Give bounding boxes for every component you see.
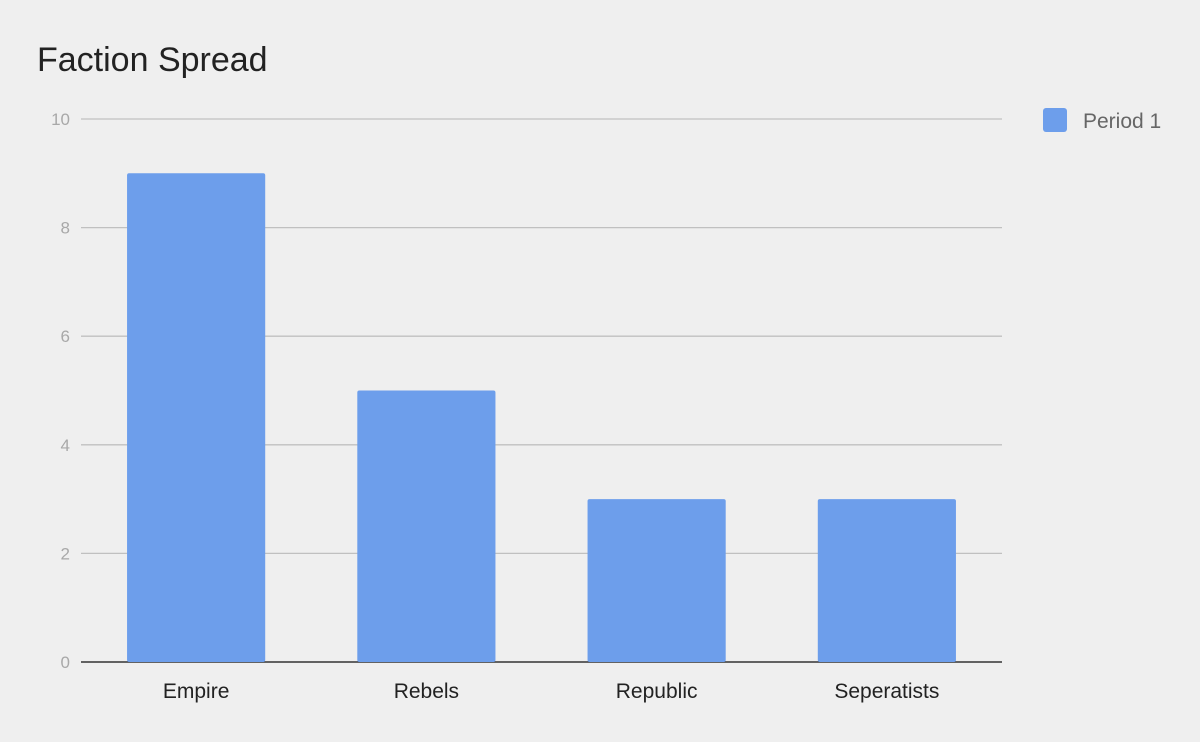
- x-tick-label: Rebels: [394, 680, 459, 703]
- y-tick-label: 10: [51, 110, 70, 129]
- legend-swatch: [1043, 108, 1067, 132]
- y-tick-label: 2: [61, 544, 70, 563]
- x-tick-label: Seperatists: [834, 680, 939, 703]
- bar: [817, 499, 956, 662]
- y-tick-label: 4: [61, 436, 70, 455]
- bar: [357, 390, 496, 662]
- y-tick-label: 6: [61, 327, 70, 346]
- x-tick-label: Republic: [616, 680, 698, 703]
- bar: [587, 499, 726, 662]
- bar: [127, 173, 266, 663]
- legend-label: Period 1: [1083, 110, 1161, 133]
- y-tick-label: 0: [61, 653, 70, 672]
- y-tick-label: 8: [61, 219, 70, 238]
- x-tick-label: Empire: [163, 680, 230, 703]
- chart-title: Faction Spread: [37, 41, 268, 79]
- legend: Period 1: [1043, 108, 1161, 133]
